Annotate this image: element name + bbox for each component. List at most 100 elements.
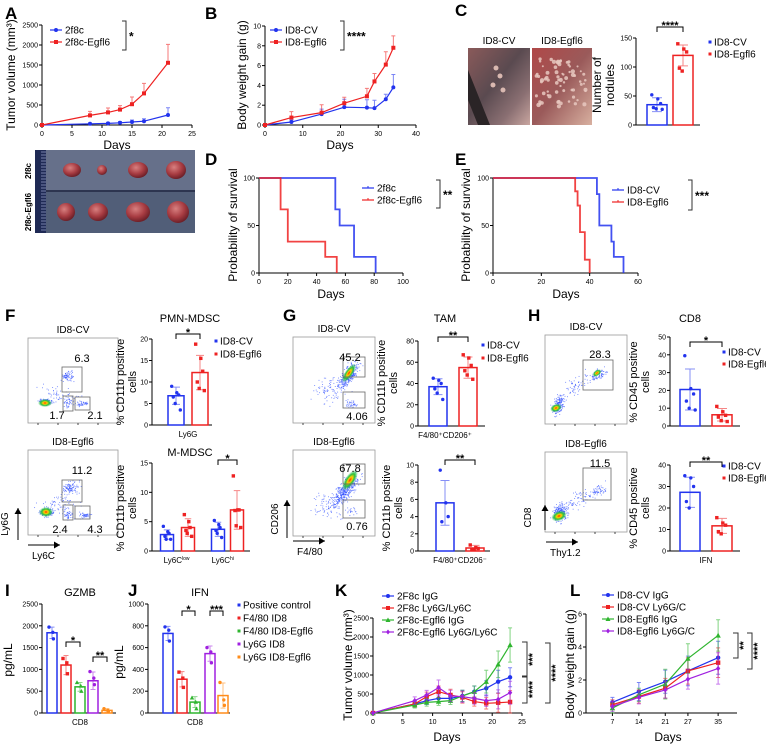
flow-event	[559, 399, 561, 400]
flow-event	[568, 501, 570, 503]
flow-event	[329, 387, 331, 389]
flow-event	[44, 506, 45, 508]
legend-label: Positive control	[243, 601, 311, 612]
flow-event	[64, 515, 66, 517]
flow-event	[69, 487, 70, 489]
flow-event	[344, 383, 346, 385]
significance-bracket	[545, 642, 551, 704]
flow-event	[569, 391, 571, 393]
data-point	[231, 474, 236, 478]
panel-letter: J	[128, 581, 137, 600]
flow-event	[57, 508, 59, 510]
flow-event	[576, 505, 578, 506]
flow-event	[40, 398, 42, 400]
flow-event	[601, 369, 602, 371]
significance-label: **	[449, 330, 458, 342]
nodule	[551, 59, 557, 64]
flow-event	[567, 504, 569, 506]
flow-event	[91, 514, 93, 515]
density-core	[38, 399, 52, 407]
flow-event	[76, 395, 78, 397]
data-point	[199, 356, 203, 361]
flow-event	[573, 394, 575, 396]
legend-item: 2f8c-Egfl6	[362, 196, 422, 207]
flow-event	[78, 404, 80, 406]
flow-event	[341, 387, 343, 389]
flow-event	[589, 381, 591, 383]
flow-event	[56, 394, 58, 396]
flow-event	[335, 494, 337, 496]
flow-event	[567, 514, 569, 516]
data-point	[391, 85, 396, 90]
flow-event	[57, 503, 59, 505]
flow-event	[53, 393, 55, 395]
legend-label: ID8-Egfl6	[220, 350, 262, 361]
legend-label: 2F8c Ly6G/Ly6C	[397, 604, 471, 615]
y-tick-label: 6	[578, 612, 582, 619]
legend-label: 2F8c-Egfl6 Ly6G/Ly6C	[397, 628, 497, 639]
flow-event	[86, 401, 88, 403]
flow-event	[43, 383, 44, 385]
flow-event	[78, 406, 80, 408]
gate-percentage: 1.7	[49, 410, 64, 422]
flow-event	[570, 500, 572, 502]
x-axis-label: Days	[326, 138, 353, 152]
flow-event	[577, 388, 579, 390]
legend-item: ID8-Egfl6 Ly6G/C	[602, 627, 695, 638]
flow-event	[567, 517, 569, 519]
data-point	[74, 680, 80, 685]
x-tick-label: 27	[684, 719, 692, 726]
flow-event	[59, 390, 61, 392]
flow-event	[85, 515, 87, 517]
flow-event	[71, 399, 72, 401]
flow-event	[323, 511, 325, 513]
x-tick-label: 0	[263, 131, 267, 138]
flow-event	[68, 513, 70, 515]
nodule	[567, 100, 571, 103]
flow-event	[64, 375, 66, 377]
flow-plot-title: ID8-Egfl6	[52, 437, 94, 448]
gate-percentage: 4.3	[87, 524, 102, 536]
flow-event	[585, 493, 587, 495]
legend-label: 2f8c-Egfl6	[377, 196, 422, 207]
flow-event	[326, 503, 328, 505]
data-point	[465, 373, 469, 377]
flow-event	[337, 502, 339, 504]
arrow-up-icon	[283, 500, 291, 506]
legend-item: ID8-CV IgG	[602, 591, 669, 602]
y-tick-label: 10	[140, 490, 148, 497]
flow-event	[333, 503, 335, 505]
flow-x-axis-label: Thy1.2	[550, 548, 581, 559]
flow-event	[337, 499, 339, 501]
flow-event	[560, 398, 562, 400]
flow-event	[357, 481, 359, 483]
y-tick-label: 1500	[22, 645, 38, 652]
data-point	[436, 684, 441, 691]
flow-event	[340, 391, 342, 393]
survival-curve	[259, 177, 338, 273]
significance-label: *	[186, 327, 191, 339]
flow-event	[64, 375, 65, 377]
flow-event	[340, 482, 342, 484]
flow-event	[337, 385, 338, 387]
y-axis-label: % CD45 positive	[628, 467, 640, 548]
flow-event	[334, 396, 336, 398]
flow-event	[63, 488, 65, 490]
flow-event	[66, 516, 68, 518]
flow-event	[354, 490, 356, 492]
flow-event	[341, 377, 343, 378]
x-tick-label: 60	[342, 279, 350, 286]
flow-event	[355, 374, 357, 376]
category-label: Ly6C	[164, 556, 183, 565]
flow-event	[345, 385, 347, 387]
flow-event	[326, 400, 328, 402]
flow-event	[352, 406, 354, 408]
bar-group	[679, 353, 701, 427]
flow-event	[343, 493, 345, 494]
tumor	[97, 165, 107, 175]
flow-event	[337, 501, 338, 503]
flow-event	[85, 516, 87, 518]
data-point	[431, 376, 435, 380]
